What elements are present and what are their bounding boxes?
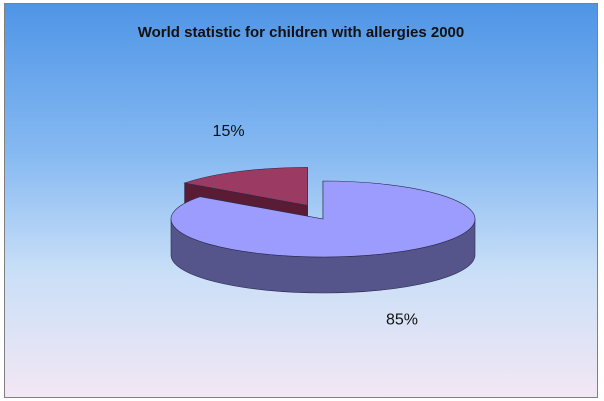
pie-slice-85pct	[170, 180, 476, 294]
data-label-15pct: 15%	[213, 123, 245, 140]
chart-area: World statistic for children with allerg…	[4, 3, 598, 398]
chart-title: World statistic for children with allerg…	[137, 24, 465, 41]
data-label-85pct: 85%	[386, 311, 418, 328]
pie-chart: 85% 15%	[170, 123, 476, 328]
